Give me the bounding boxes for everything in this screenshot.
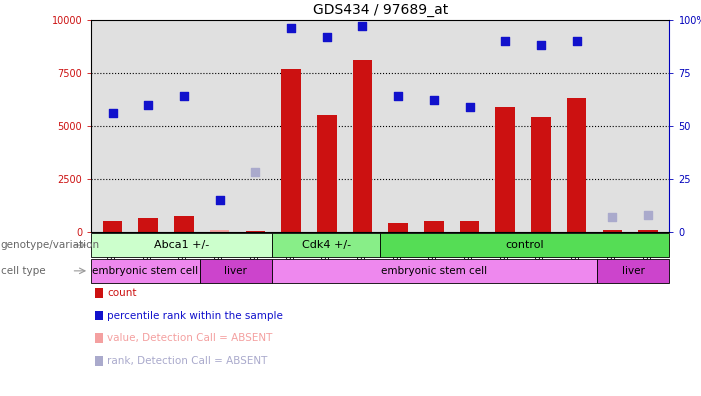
Bar: [245, 231, 265, 232]
Bar: [174, 216, 193, 232]
Point: [142, 101, 154, 108]
Bar: [380, 233, 669, 257]
Bar: [638, 230, 658, 232]
Text: control: control: [505, 240, 544, 250]
Text: embryonic stem cell: embryonic stem cell: [381, 266, 488, 276]
Text: cell type: cell type: [1, 266, 46, 276]
Text: liver: liver: [224, 266, 247, 276]
Point: [428, 97, 440, 103]
Point: [393, 93, 404, 99]
Bar: [496, 107, 515, 232]
Point: [285, 25, 297, 31]
Point: [178, 93, 189, 99]
Bar: [281, 69, 301, 232]
Bar: [91, 233, 272, 257]
Text: Cdk4 +/-: Cdk4 +/-: [301, 240, 350, 250]
Point: [642, 211, 653, 218]
Text: liver: liver: [622, 266, 645, 276]
Bar: [603, 230, 622, 232]
Point: [607, 214, 618, 220]
Point: [500, 38, 511, 44]
Bar: [272, 259, 597, 283]
Bar: [200, 259, 272, 283]
Text: rank, Detection Call = ABSENT: rank, Detection Call = ABSENT: [107, 356, 268, 366]
Text: embryonic stem cell: embryonic stem cell: [93, 266, 198, 276]
Text: value, Detection Call = ABSENT: value, Detection Call = ABSENT: [107, 333, 273, 343]
Point: [321, 34, 332, 40]
Bar: [353, 60, 372, 232]
Point: [214, 197, 225, 203]
Bar: [138, 218, 158, 232]
Title: GDS434 / 97689_at: GDS434 / 97689_at: [313, 4, 448, 17]
Text: count: count: [107, 288, 137, 298]
Point: [357, 23, 368, 29]
Bar: [531, 117, 551, 232]
Point: [107, 110, 118, 116]
Bar: [388, 223, 408, 232]
Bar: [317, 115, 336, 232]
Bar: [210, 230, 229, 232]
Point: [250, 169, 261, 175]
Bar: [424, 221, 444, 232]
Bar: [272, 233, 381, 257]
Text: genotype/variation: genotype/variation: [1, 240, 100, 250]
Bar: [103, 221, 123, 232]
Point: [464, 103, 475, 110]
Bar: [91, 259, 200, 283]
Bar: [597, 259, 669, 283]
Bar: [567, 98, 587, 232]
Point: [536, 42, 547, 48]
Text: percentile rank within the sample: percentile rank within the sample: [107, 310, 283, 321]
Text: Abca1 +/-: Abca1 +/-: [154, 240, 209, 250]
Bar: [460, 221, 479, 232]
Point: [571, 38, 583, 44]
